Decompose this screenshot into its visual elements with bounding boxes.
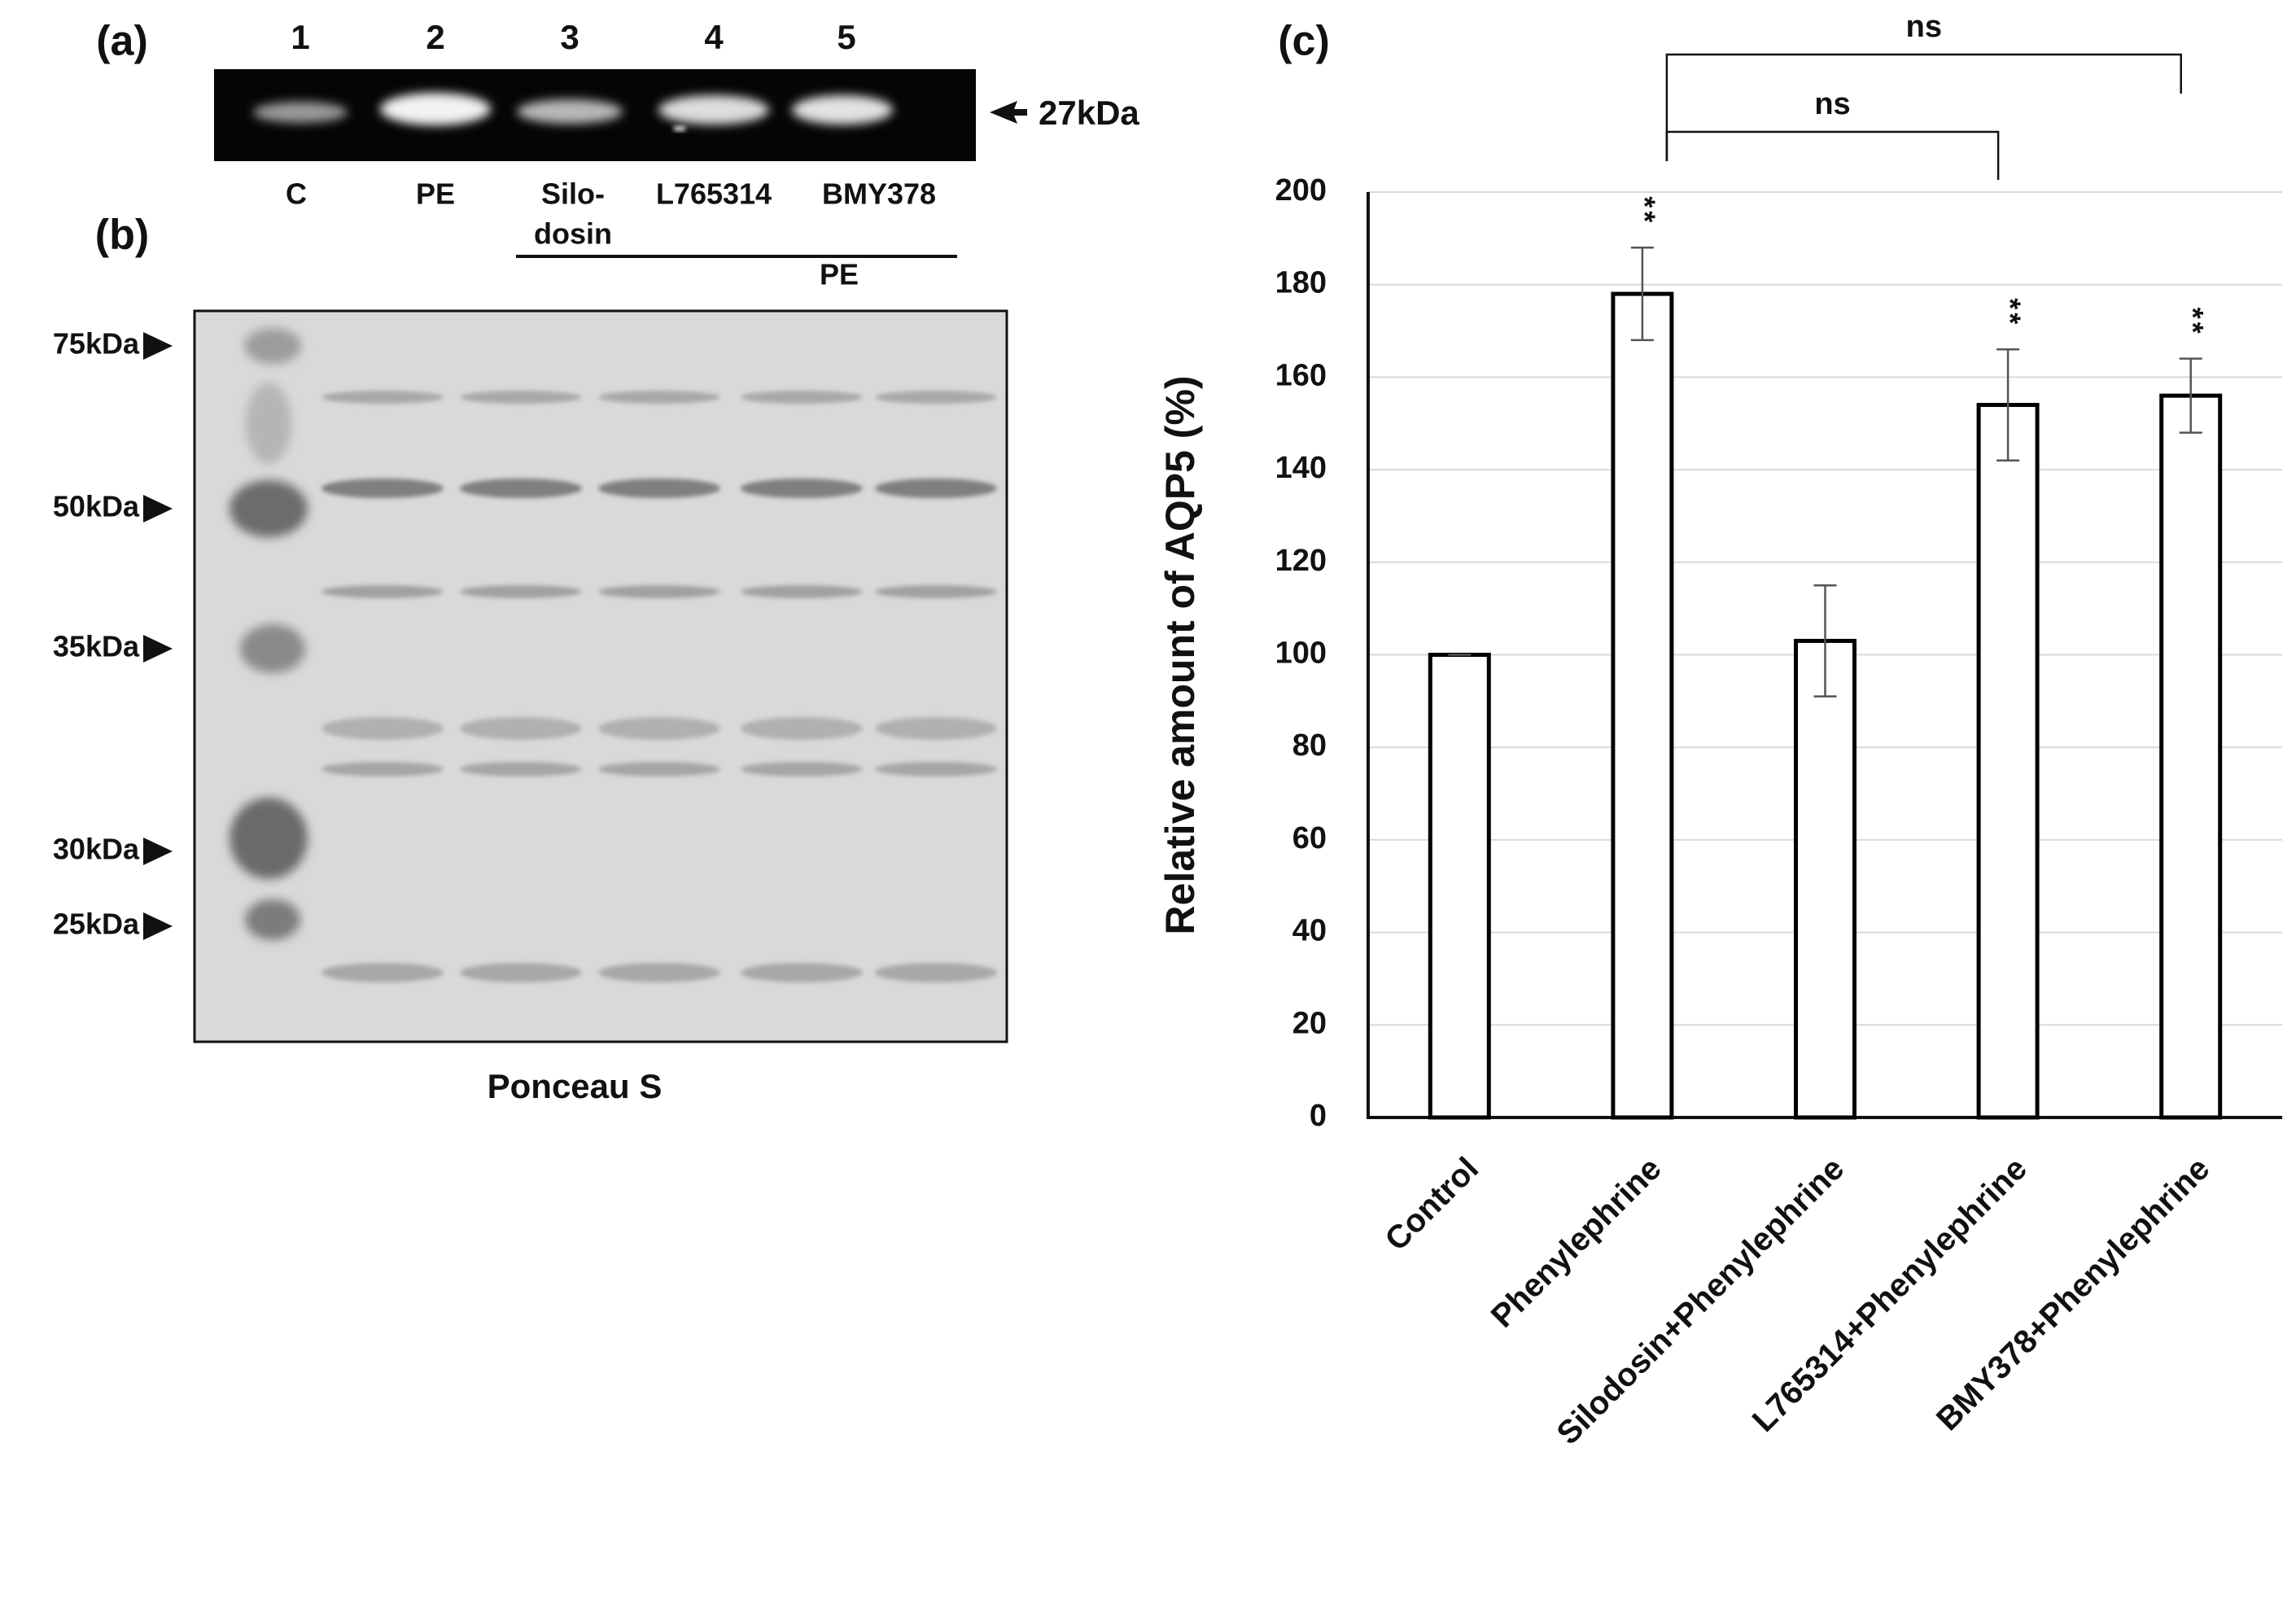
band [321,717,444,740]
band [321,762,444,776]
band [460,762,582,776]
band [741,391,863,404]
marker-arrow [143,837,173,865]
band [741,717,863,740]
band [875,717,997,740]
y-tick-label: 180 [1275,266,1327,300]
marker-arrow [143,495,173,523]
lane-label: dosin [534,217,612,251]
x-tick-label: Silodosin+Phenylephrine [1550,1151,1852,1452]
band [598,762,720,776]
comparison-bracket [1665,53,2182,161]
band [741,963,863,982]
band [598,717,720,740]
significance-label: ** [1994,298,2027,327]
band [875,391,997,404]
marker-label: 35kDa [53,630,140,663]
band [875,585,997,598]
error-bar [1996,348,2020,461]
ladder [230,328,308,940]
significance-label: ** [1628,196,1661,225]
marker-label: 30kDa [53,833,140,866]
band [598,585,720,598]
y-tick-label: 0 [1310,1099,1327,1133]
marker-label: 25kDa [53,907,140,941]
blot-b [193,309,1008,1043]
band [321,391,444,404]
y-tick-label: 100 [1275,636,1327,671]
lane-label: Silo- [541,177,605,211]
y-tick-label: 20 [1292,1006,1327,1040]
marker-arrow [143,332,173,360]
y-tick-label: 200 [1275,173,1327,208]
y-tick-label: 80 [1292,728,1327,763]
caption: Ponceau S [488,1067,663,1105]
panel-label: (c) [1278,18,1330,65]
bar [2159,393,2223,1120]
band [741,479,863,498]
lane-number: 4 [704,18,724,56]
band [321,585,444,598]
band [460,479,582,498]
band [875,762,997,776]
band [598,479,720,498]
lane-number: 1 [291,18,309,56]
group-label: PE [820,258,859,291]
y-tick-label: 160 [1275,358,1327,392]
error-bar [1813,584,1837,698]
bar [1794,638,1856,1120]
band [460,585,582,598]
bar [1976,403,2040,1120]
comparison-label: ns [1906,10,1942,44]
y-tick-label: 120 [1275,544,1327,578]
lane-number: 2 [426,18,444,56]
x-tick-label: Phenylephrine [1485,1151,1668,1335]
lane-label: L765314 [656,177,772,211]
error-bar [2179,357,2202,434]
comparison-bracket [1665,130,2000,180]
protein-bands [321,391,997,982]
y-tick-label: 40 [1292,914,1327,948]
marker-label: 50kDa [53,490,140,523]
lane-number: 5 [837,18,855,56]
band [741,762,863,776]
band [321,479,444,498]
lane-number: 3 [560,18,579,56]
band [875,963,997,982]
lane-label: BMY378 [822,177,936,211]
marker-label: 27kDa [1039,94,1139,132]
bar [1611,291,1674,1120]
band [741,585,863,598]
bar [1428,653,1491,1120]
band [598,963,720,982]
significance-label: ** [2176,308,2210,337]
blot-background [193,309,1008,1043]
blot-a [214,69,976,161]
band [321,963,444,982]
y-tick-label: 140 [1275,451,1327,485]
comparison-label: ns [1814,87,1850,121]
panel-label: (b) [95,212,149,259]
marker-arrow [143,912,173,940]
y-tick-label: 60 [1292,821,1327,855]
lane-label: PE [416,177,455,211]
band [460,717,582,740]
marker-label: 75kDa [53,327,140,361]
error-bar [1630,246,1654,342]
x-tick-label: Control [1378,1151,1485,1258]
panel-label: (a) [96,18,148,65]
y-axis-label: Relative amount of AQP5 (%) [1157,375,1203,934]
blot-bands [253,93,893,125]
band [460,963,582,982]
marker-arrow [990,101,1027,124]
band [875,479,997,498]
lane-label: C [286,177,307,211]
band [460,391,582,404]
band [598,391,720,404]
marker-arrow [143,635,173,663]
